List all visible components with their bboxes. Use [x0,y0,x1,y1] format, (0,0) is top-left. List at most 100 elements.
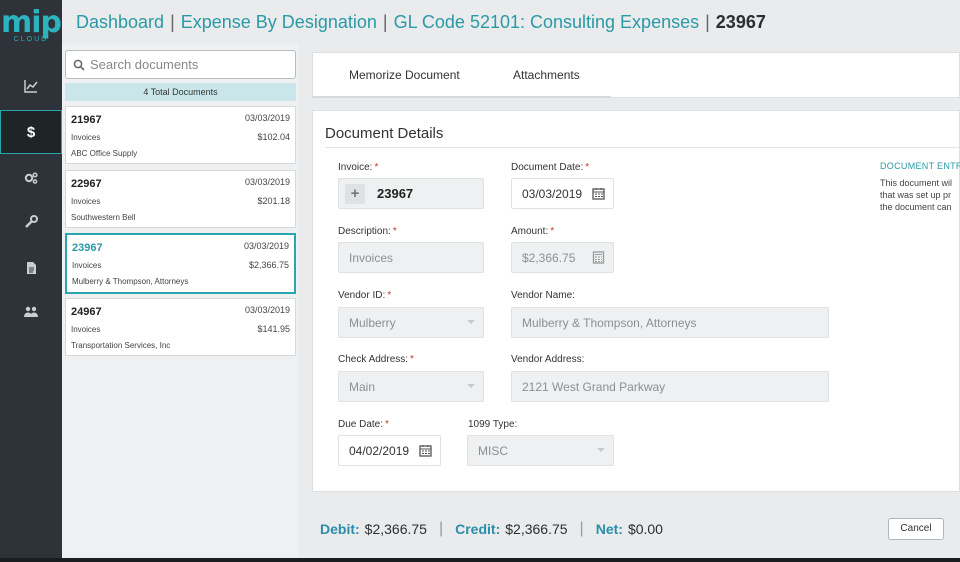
cancel-button[interactable]: Cancel [888,518,944,540]
description-field[interactable]: Invoices [338,242,484,273]
document-entry-help: This document wil that was set up pr the… [880,177,960,213]
description-value: Invoices [349,250,394,265]
breadcrumb-gl-code[interactable]: GL Code 52101: Consulting Expenses [393,11,700,32]
breadcrumb-current: 23967 [715,11,766,32]
vendor-name-label: Vendor Name: [511,290,575,301]
vendor-name-value: Mulberry & Thompson, Attorneys [522,315,697,330]
document-date: 03/03/2019 [244,177,290,187]
logo-subtext: CLOUD [13,35,49,43]
wrench-icon [25,215,38,228]
document-type: Invoices [71,325,101,334]
total-documents-count: 4 Total Documents [65,83,296,101]
net-value: $0.00 [627,521,663,537]
breadcrumb-separator: | [170,11,175,32]
invoice-label: Invoice: * [338,162,379,173]
document-number: 24967 [71,306,102,318]
document-vendor: Mulberry & Thompson, Attorneys [72,277,189,286]
details-title: Document Details [325,125,444,142]
vendor-id-value: Mulberry [349,315,396,330]
vendor-address-value: 2121 West Grand Parkway [522,379,666,394]
check-address-label: Check Address: * [338,354,414,365]
vendor-id-select[interactable]: Mulberry [338,307,484,338]
net-label: Net: [595,521,623,537]
chevron-down-icon [467,320,475,324]
breadcrumb-dashboard[interactable]: Dashboard [76,11,165,32]
search-icon [73,59,85,71]
document-date: 03/03/2019 [244,113,290,123]
tab-memorize-document[interactable]: Memorize Document [349,68,460,82]
document-details-card: Document Details Invoice: * + 23967 Docum… [312,110,960,492]
nav-expenses[interactable]: $ [0,110,62,154]
document-list-item[interactable]: 21967 03/03/2019 Invoices $102.04 ABC Of… [65,106,296,164]
divider: | [438,520,444,537]
totals-footer: Debit: $2,366.75 | Credit: $2,366.75 | N… [298,500,960,558]
divider: | [579,520,584,537]
due-date-value: 04/02/2019 [349,443,410,458]
amount-label: Amount: * [511,226,555,237]
document-date: 03/03/2019 [243,241,289,251]
nav-dashboard[interactable] [0,64,62,108]
left-nav: mip CLOUD $ [0,0,62,562]
document-list-item[interactable]: 22967 03/03/2019 Invoices $201.18 Southw… [65,170,296,228]
nav-settings[interactable] [0,156,62,200]
nav-users[interactable] [0,290,62,334]
document-amount: $201.18 [257,196,290,206]
chevron-down-icon [597,448,605,452]
breadcrumb-separator: | [705,11,710,32]
tab-underline [313,96,611,98]
calendar-icon[interactable] [592,187,605,200]
document-date: 03/03/2019 [244,305,290,315]
plus-icon[interactable]: + [345,183,365,204]
document-number: 21967 [71,114,102,126]
check-address-select[interactable]: Main [338,371,484,402]
document-type: Invoices [72,261,102,270]
invoice-value: 23967 [377,186,414,201]
chevron-down-icon [467,384,475,388]
document-tabs: Memorize Document Attachments [312,52,960,98]
document-list-item-selected[interactable]: 23967 03/03/2019 Invoices $2,366.75 Mulb… [65,233,296,294]
search-input[interactable] [90,57,280,72]
document-type: Invoices [71,133,101,142]
cogs-icon [24,172,38,184]
document-number: 23967 [72,242,103,254]
document-list-item[interactable]: 24967 03/03/2019 Invoices $141.95 Transp… [65,298,296,356]
description-label: Description: * [338,226,397,237]
document-date-field[interactable]: 03/03/2019 [511,178,614,209]
totals-summary: Debit: $2,366.75 | Credit: $2,366.75 | N… [320,520,663,538]
debit-label: Debit: [320,521,360,537]
document-amount: $2,366.75 [248,260,289,270]
vendor-address-label: Vendor Address: [511,354,585,365]
document-number: 22967 [71,178,102,190]
vendor-address-field[interactable]: 2121 West Grand Parkway [511,371,829,402]
calendar-icon[interactable] [419,444,432,457]
document-entry-heading: DOCUMENT ENTR [880,161,960,171]
dollar-icon: $ [26,123,36,141]
credit-label: Credit: [455,521,501,537]
check-address-value: Main [349,379,376,394]
mip-cloud-logo[interactable]: mip CLOUD [0,0,62,52]
logo-text: mip [0,4,62,40]
amount-field[interactable]: $2,366.75 [511,242,614,273]
document-vendor: Transportation Services, Inc [71,341,171,350]
breadcrumb-designation[interactable]: Expense By Designation [180,11,377,32]
search-box[interactable] [65,50,296,79]
document-amount: $102.04 [257,132,290,142]
credit-value: $2,366.75 [505,521,568,537]
help-line: This document wil [880,178,953,188]
help-line: that was set up pr [880,190,952,200]
due-date-field[interactable]: 04/02/2019 [338,435,441,466]
document-amount: $141.95 [257,324,290,334]
debit-value: $2,366.75 [364,521,427,537]
type-1099-value: MISC [478,443,508,458]
nav-tools[interactable] [0,200,62,244]
document-vendor: Southwestern Bell [71,213,136,222]
breadcrumb-separator: | [382,11,388,32]
vendor-name-field[interactable]: Mulberry & Thompson, Attorneys [511,307,829,338]
nav-documents[interactable] [0,246,62,290]
document-type: Invoices [71,197,101,206]
type-1099-select[interactable]: MISC [467,435,614,466]
invoice-field[interactable]: + 23967 [338,178,484,209]
tab-attachments[interactable]: Attachments [513,68,580,82]
calculator-icon[interactable] [592,251,605,264]
document-date-value: 03/03/2019 [522,186,583,201]
